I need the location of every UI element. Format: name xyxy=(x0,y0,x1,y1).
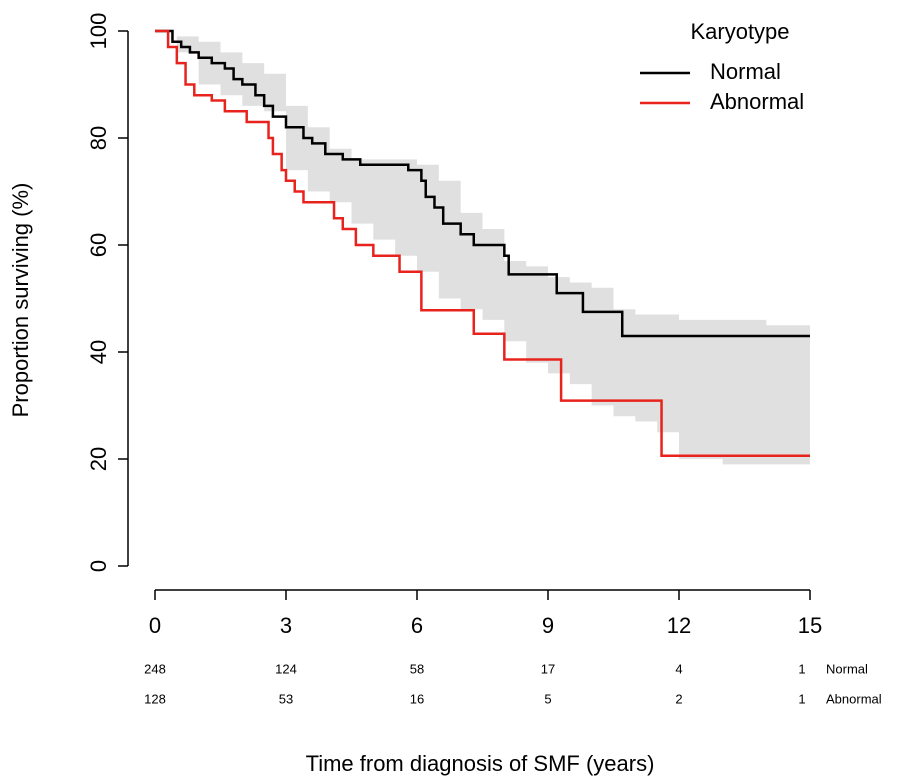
risk-count: 1 xyxy=(798,661,805,676)
y-tick-label: 0 xyxy=(86,560,111,572)
x-tick-label: 12 xyxy=(667,613,691,638)
x-tick-label: 9 xyxy=(542,613,554,638)
risk-count: 128 xyxy=(144,691,166,706)
y-axis-title: Proportion surviving (%) xyxy=(8,183,33,418)
risk-row-label: Abnormal xyxy=(826,691,882,706)
y-tick-label: 60 xyxy=(86,233,111,257)
x-tick-label: 3 xyxy=(280,613,292,638)
legend-title: Karyotype xyxy=(690,19,789,44)
y-tick-label: 40 xyxy=(86,340,111,364)
risk-count: 124 xyxy=(275,661,297,676)
risk-count: 17 xyxy=(541,661,555,676)
legend-label: Abnormal xyxy=(710,89,804,114)
survival-curve xyxy=(155,29,810,338)
risk-row-label: Normal xyxy=(826,661,868,676)
risk-count: 248 xyxy=(144,661,166,676)
survival-curve xyxy=(155,29,810,458)
legend-label: Normal xyxy=(710,59,781,84)
x-tick-label: 0 xyxy=(149,613,161,638)
risk-count: 16 xyxy=(410,691,424,706)
x-axis-title: Time from diagnosis of SMF (years) xyxy=(306,751,655,776)
y-tick-label: 80 xyxy=(86,126,111,150)
y-tick-label: 100 xyxy=(86,13,111,50)
confidence-band xyxy=(155,31,810,465)
risk-count: 4 xyxy=(675,661,682,676)
y-tick-label: 20 xyxy=(86,447,111,471)
risk-count: 1 xyxy=(798,691,805,706)
risk-count: 2 xyxy=(675,691,682,706)
risk-count: 5 xyxy=(544,691,551,706)
risk-count: 53 xyxy=(279,691,293,706)
x-tick-label: 6 xyxy=(411,613,423,638)
x-tick-label: 15 xyxy=(798,613,822,638)
risk-count: 58 xyxy=(410,661,424,676)
